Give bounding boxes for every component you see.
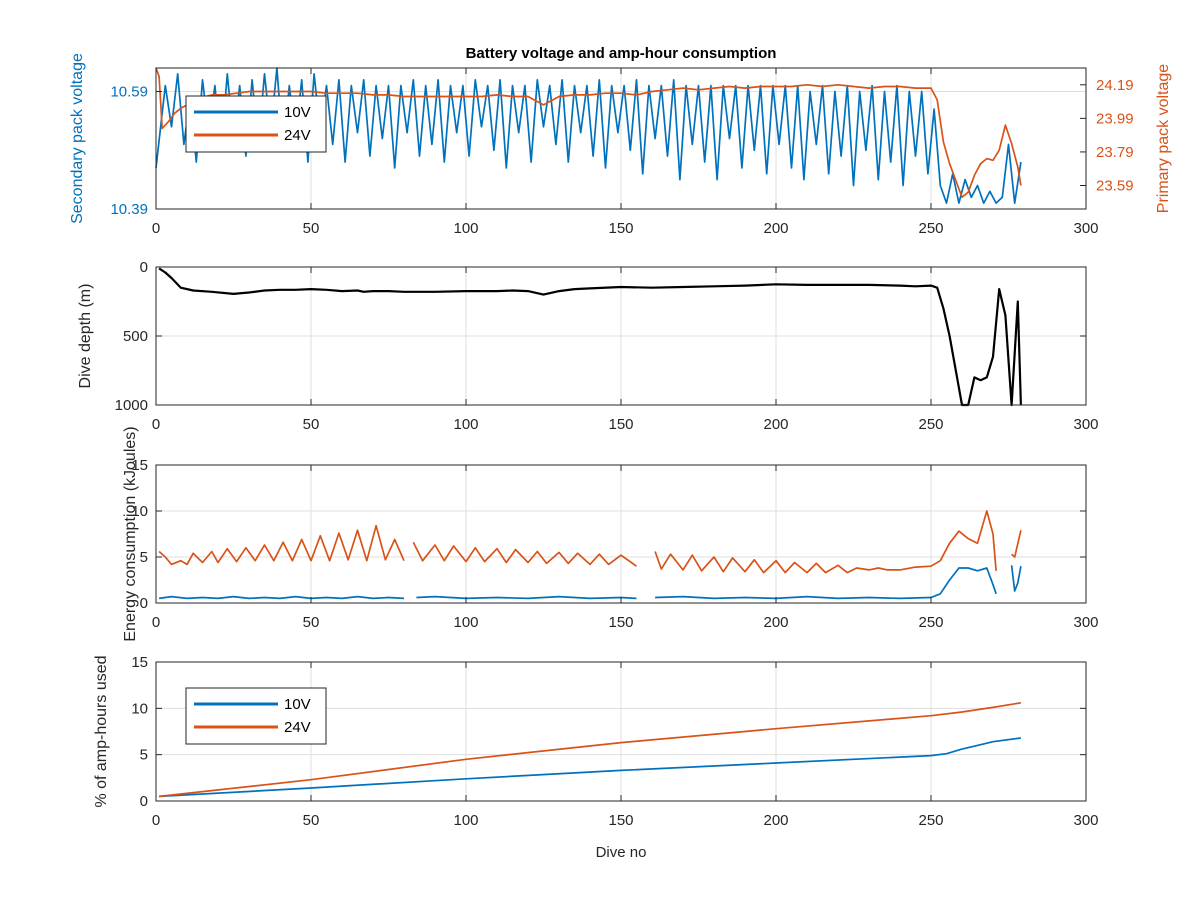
x-tick-label: 50 bbox=[303, 812, 320, 829]
y-right-tick-label: 23.79 bbox=[1096, 144, 1134, 161]
y-tick-label: 0 bbox=[140, 595, 148, 612]
x-tick-label: 150 bbox=[608, 812, 633, 829]
y-right-tick-label: 23.99 bbox=[1096, 110, 1134, 127]
legend-label-10v: 10V bbox=[284, 696, 311, 713]
legend-label-24v: 24V bbox=[284, 127, 311, 144]
x-tick-label: 100 bbox=[453, 812, 478, 829]
y-tick-label: 15 bbox=[131, 654, 148, 671]
x-tick-label: 300 bbox=[1073, 416, 1098, 433]
y-tick-label: 1000 bbox=[115, 397, 148, 414]
series-line-10v bbox=[159, 737, 1022, 798]
x-tick-label: 200 bbox=[763, 416, 788, 433]
x-tick-label: 50 bbox=[303, 220, 320, 237]
series-line-10v bbox=[158, 565, 1022, 600]
subplot-4: 0 50 100 150 200 250 300 0 5 10 15 % of amp-hours u… bbox=[93, 654, 1099, 861]
y-tick-label: 15 bbox=[131, 457, 148, 474]
figure-title: Battery voltage and amp-hour consumption bbox=[466, 45, 777, 62]
x-tick-label: 250 bbox=[918, 220, 943, 237]
y-axis-label: Energy consumption (kJoules) bbox=[122, 426, 139, 641]
legend-label-10v: 10V bbox=[284, 104, 311, 121]
x-tick-label: 100 bbox=[453, 220, 478, 237]
y-tick-label: 10.59 bbox=[110, 84, 148, 101]
y-tick-label: 5 bbox=[140, 747, 148, 764]
y-tick-label: 10.39 bbox=[110, 201, 148, 218]
x-axis-label: Dive no bbox=[596, 844, 647, 861]
x-tick-label: 250 bbox=[918, 416, 943, 433]
x-tick-label: 300 bbox=[1073, 614, 1098, 631]
x-tick-label: 200 bbox=[763, 220, 788, 237]
x-tick-label: 300 bbox=[1073, 220, 1098, 237]
series-line-10v bbox=[155, 67, 1022, 204]
y-right-tick-label: 24.19 bbox=[1096, 77, 1134, 94]
x-tick-label: 150 bbox=[608, 220, 633, 237]
x-tick-label: 0 bbox=[152, 416, 160, 433]
y-right-axis-label: Primary pack voltage bbox=[1155, 64, 1172, 213]
y-axis-label: Secondary pack voltage bbox=[69, 53, 86, 224]
x-tick-label: 100 bbox=[453, 416, 478, 433]
x-tick-label: 150 bbox=[608, 614, 633, 631]
subplot-1: 0 50 100 150 200 250 300 10.39 10.59 23.59 23.79 23… bbox=[69, 53, 1172, 237]
x-tick-label: 0 bbox=[152, 614, 160, 631]
y-tick-label: 0 bbox=[140, 259, 148, 276]
x-tick-label: 250 bbox=[918, 614, 943, 631]
y-tick-label: 5 bbox=[140, 549, 148, 566]
legend-box bbox=[185, 95, 327, 153]
y-axis-label: % of amp-hours used bbox=[93, 655, 110, 807]
subplot-2: 0 50 100 150 200 250 300 0 500 1000 Dive depth (m) bbox=[77, 259, 1099, 433]
x-tick-label: 200 bbox=[763, 614, 788, 631]
y-tick-label: 500 bbox=[123, 328, 148, 345]
subplots: 0 50 100 150 200 250 30010.3910.5923.5923.7923… bbox=[69, 53, 1172, 861]
series-line-24v bbox=[159, 701, 1022, 798]
legend-label-24v: 24V bbox=[284, 719, 311, 736]
series-line-24v bbox=[158, 510, 1022, 574]
series-line-24v bbox=[155, 67, 1022, 199]
legend-box bbox=[185, 687, 327, 745]
x-tick-label: 200 bbox=[763, 812, 788, 829]
y-tick-label: 0 bbox=[140, 793, 148, 810]
y-right-tick-label: 23.59 bbox=[1096, 178, 1134, 195]
x-tick-label: 0 bbox=[152, 812, 160, 829]
x-tick-label: 50 bbox=[303, 416, 320, 433]
x-tick-label: 250 bbox=[918, 812, 943, 829]
y-axis-label: Dive depth (m) bbox=[77, 284, 94, 389]
x-tick-label: 50 bbox=[303, 614, 320, 631]
x-tick-label: 300 bbox=[1073, 812, 1098, 829]
x-tick-label: 150 bbox=[608, 416, 633, 433]
x-tick-label: 100 bbox=[453, 614, 478, 631]
x-tick-label: 0 bbox=[152, 220, 160, 237]
y-tick-label: 10 bbox=[131, 503, 148, 520]
y-tick-label: 10 bbox=[131, 700, 148, 717]
